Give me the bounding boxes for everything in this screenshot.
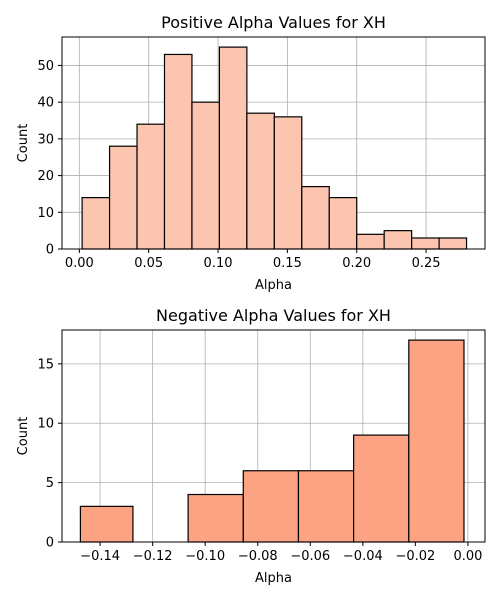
chart-1-bar [136, 123, 166, 250]
chart-2: −0.14 −0.12 −0.10 −0.08 −0.06 −0.04 −0.02 0.00 0… [16, 306, 486, 586]
chart-1-bar [163, 53, 193, 250]
chart-2-x-tick-label: 0.00 [453, 549, 482, 564]
chart-1-bar [383, 230, 413, 250]
chart-2-x-tick-label: −0.02 [395, 549, 435, 564]
chart-2-x-tick-label: −0.10 [185, 549, 225, 564]
chart-1-y-tick-label: 10 [37, 206, 54, 221]
chart-2-x-tick-label: −0.08 [238, 549, 278, 564]
chart-1-x-tick-label: 0.10 [204, 256, 233, 271]
chart-1: 0.00 0.05 0.10 0.15 0.20 0.25 0 10 20 30 40 50 Posit… [16, 13, 486, 293]
chart-1-x-axis-label: Alpha [255, 278, 292, 293]
chart-2-bar [242, 470, 300, 543]
chart-1-bar [246, 112, 275, 250]
chart-2-y-tick-label: 5 [46, 476, 54, 491]
chart-1-bar [301, 185, 330, 250]
chart-2-y-tick-label: 10 [37, 417, 54, 432]
chart-2-bar [297, 470, 355, 543]
chart-1-y-tick-label: 40 [37, 96, 54, 111]
chart-2-x-tick-label: −0.06 [290, 549, 330, 564]
chart-1-axes-frame [61, 36, 486, 250]
chart-1-bar [356, 233, 385, 250]
chart-1-title: Positive Alpha Values for XH [161, 13, 386, 32]
chart-1-y-tick-label: 20 [37, 169, 54, 184]
chart-1-x-tick-label: 0.25 [412, 256, 441, 271]
chart-1-bar [438, 237, 468, 250]
chart-2-title: Negative Alpha Values for XH [156, 306, 391, 325]
chart-2-y-tick-label: 0 [46, 536, 54, 551]
chart-2-y-axis-label: Count [16, 417, 31, 456]
chart-1-bar [108, 145, 138, 250]
chart-1-bar [411, 237, 440, 250]
chart-2-x-tick-label: −0.14 [80, 549, 120, 564]
chart-1-bar [328, 197, 358, 250]
chart-1-x-tick-label: 0.05 [134, 256, 163, 271]
chart-1-bar [81, 197, 111, 250]
chart-1-y-tick-label: 0 [46, 243, 54, 258]
chart-2-bar [408, 339, 465, 543]
chart-1-y-axis-label: Count [16, 124, 31, 163]
chart-2-y-tick-label: 15 [37, 357, 54, 372]
chart-1-x-tick-label: 0.20 [342, 256, 371, 271]
chart-2-bar [187, 493, 244, 543]
chart-2-axes-frame [61, 329, 486, 543]
chart-1-bar [191, 101, 221, 250]
chart-2-x-axis-label: Alpha [255, 571, 292, 586]
chart-1-x-tick-label: 0.15 [273, 256, 302, 271]
chart-1-bar [218, 46, 248, 250]
chart-1-y-tick-label: 50 [37, 59, 54, 74]
chart-1-x-tick-label: 0.00 [65, 256, 94, 271]
chart-1-bar [273, 116, 303, 250]
chart-1-y-tick-label: 30 [37, 132, 54, 147]
chart-2-bar [353, 434, 410, 543]
chart-2-bar [79, 505, 134, 543]
chart-2-x-tick-label: −0.04 [343, 549, 383, 564]
chart-2-x-tick-label: −0.12 [133, 549, 173, 564]
